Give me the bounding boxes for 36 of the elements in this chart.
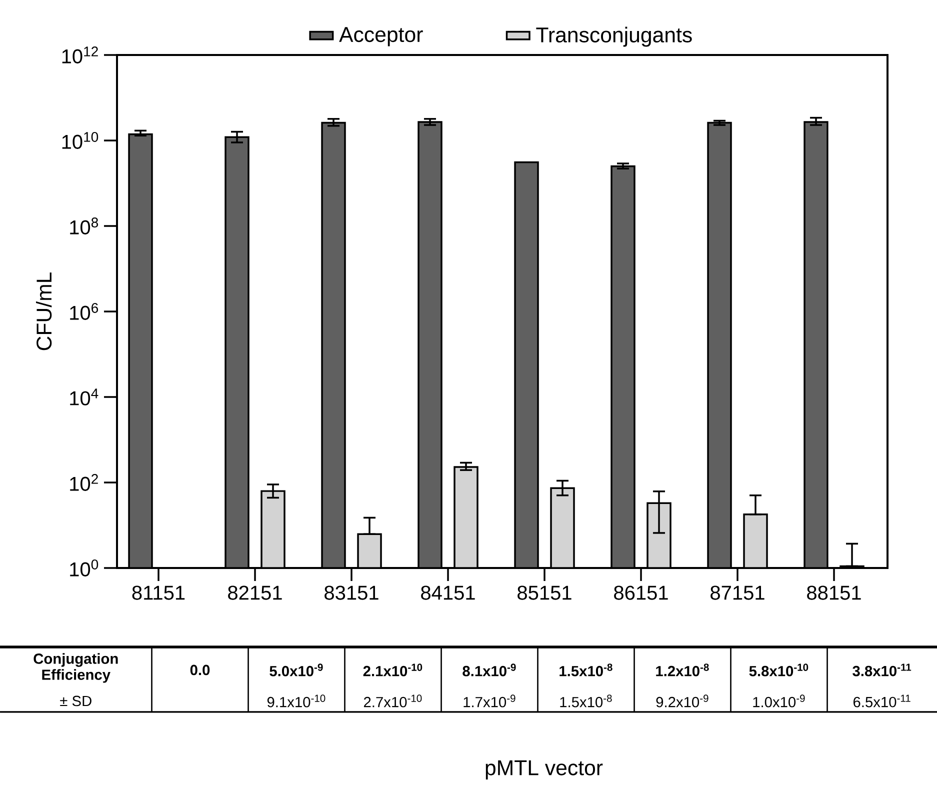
- y-tick-label: 10$^{6}$: [70, 303, 98, 320]
- text: 9.2x10$^{-9}$: [656, 694, 708, 708]
- text: 3.8x10$^{-11}$: [852, 664, 912, 676]
- text: 6.5x10$^{-11}$: [854, 694, 910, 708]
- text: Conjugation Efficiency: [34, 653, 118, 683]
- x-tick-label: 85151: [518, 586, 572, 600]
- text: 1.5x10$^{-8}$: [560, 664, 612, 676]
- text: 1.2x10$^{-8}$: [656, 664, 709, 676]
- text: 2.1x10$^{-10}$: [363, 664, 422, 676]
- y-tick-label: 10$^{10}$: [62, 132, 98, 149]
- x-tick-label: 81151: [132, 586, 185, 600]
- x-tick-label: 84151: [421, 586, 475, 600]
- y-tick-label: 10$^{4}$: [70, 388, 98, 406]
- text: 5.8x10$^{-10}$: [749, 664, 808, 676]
- x-tick-label: 87151: [710, 586, 764, 600]
- text: 8.1x10$^{-9}$: [462, 664, 516, 676]
- x-tick-label: 88151: [807, 586, 861, 600]
- x-tick-label: 86151: [614, 586, 668, 600]
- y-tick-label: 10$^{2}$: [70, 474, 98, 491]
- text: 2.7x10$^{-10}$: [364, 694, 422, 708]
- text: 1.5x10$^{-8}$: [560, 694, 612, 708]
- text: 1.0x10$^{-9}$: [753, 694, 805, 708]
- text: ± SD: [60, 696, 92, 706]
- x-tick-label: 82151: [228, 586, 282, 600]
- y-tick-label: 10$^{8}$: [70, 218, 98, 234]
- x-tick-label: 83151: [324, 586, 378, 600]
- text: 1.7x10$^{-9}$: [464, 694, 516, 708]
- text: 5.0x10$^{-9}$: [270, 664, 323, 676]
- text: pMTL vector: [486, 760, 603, 780]
- y-axis-title: CFU/mL: [36, 272, 52, 350]
- legend-label: Transconjugants: [536, 26, 692, 47]
- text: 0.0: [190, 664, 210, 676]
- y-tick-label: 10$^{12}$: [62, 46, 98, 64]
- legend-label: Acceptor: [339, 27, 423, 46]
- text: 9.1x10$^{-10}$: [267, 694, 326, 708]
- y-tick-label: 10$^{0}$: [70, 560, 98, 576]
